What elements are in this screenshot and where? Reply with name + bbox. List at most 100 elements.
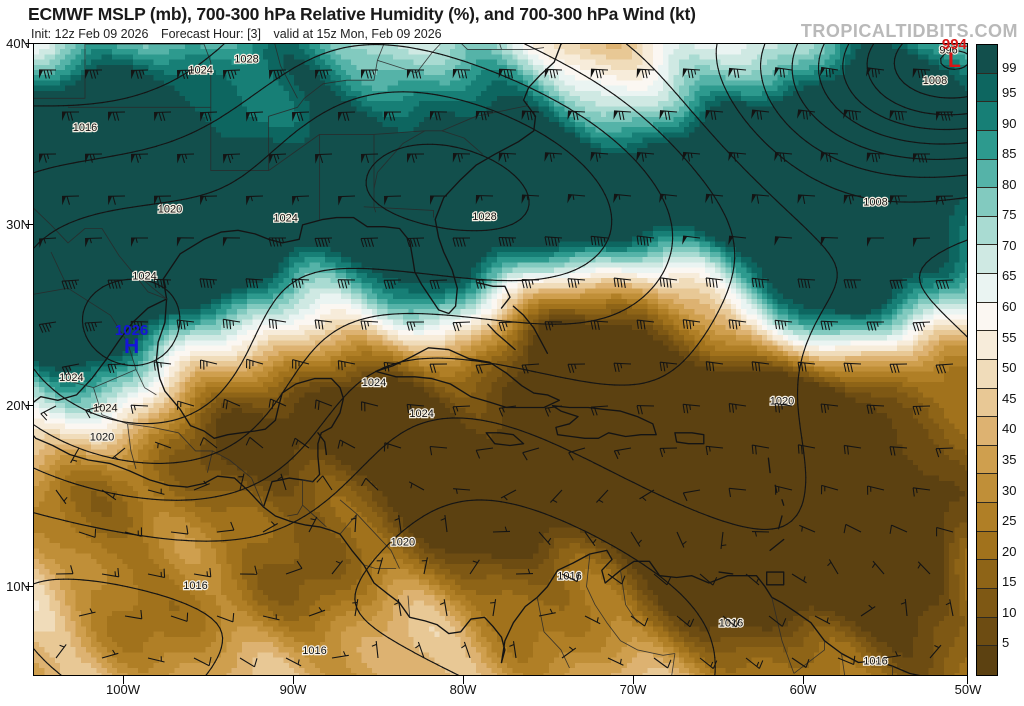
mslp-isobars [34, 44, 967, 675]
wind-barb [85, 405, 103, 419]
wind-barb [912, 68, 931, 79]
site-watermark: TROPICALTIDBITS.COM [801, 21, 1018, 42]
pressure-letter: L [932, 50, 976, 71]
wind-barb [935, 195, 954, 206]
wind-barb [705, 445, 724, 456]
wind-barb [774, 151, 793, 162]
wind-barb [797, 361, 816, 372]
wind-barb [222, 237, 241, 247]
wind-barb [676, 615, 695, 628]
wind-barb [291, 195, 310, 206]
wind-barb [55, 489, 68, 505]
wind-barb [653, 573, 672, 586]
wind-barb [383, 195, 402, 206]
wind-barb [912, 487, 931, 497]
colorbar-segment [977, 159, 997, 189]
wind-barb [170, 612, 189, 622]
colorbar-segment [977, 646, 997, 675]
pressure-value: 1026 [110, 323, 154, 338]
wind-barb [705, 361, 724, 372]
lon-label-60w: 60W [773, 682, 833, 697]
wind-barb [912, 405, 931, 416]
wind-barb [245, 358, 264, 370]
wind-barb [153, 111, 172, 122]
wind-barb [498, 321, 517, 332]
wind-barb [613, 110, 632, 121]
wind-barb [584, 615, 601, 625]
wind-barb [101, 649, 119, 659]
wind-barb [314, 153, 333, 164]
wind-barb [147, 568, 166, 579]
wind-barb [469, 559, 480, 575]
wind-barb [866, 321, 885, 331]
wind-barb [745, 657, 764, 669]
wind-barb [421, 557, 428, 575]
colorbar-segment [977, 302, 997, 332]
wind-barb [613, 362, 632, 373]
wind-barb [544, 405, 563, 417]
wind-barb [797, 278, 816, 289]
wind-barb [40, 405, 57, 421]
wind-barb [728, 487, 747, 498]
lon-tick-90w [293, 676, 295, 684]
wind-barb [590, 320, 609, 331]
wind-barb [429, 363, 448, 373]
colorbar-segment [977, 331, 997, 360]
colorbar-tick-45: 45 [1002, 392, 1016, 405]
colorbar-tick-25: 25 [1002, 514, 1016, 527]
wind-barb [360, 237, 379, 248]
wind-barb [216, 521, 235, 533]
wind-barb [107, 111, 126, 122]
wind-barb [107, 195, 126, 206]
wind-barb [285, 560, 303, 575]
wind-barb [38, 321, 57, 333]
wind-barb [595, 489, 609, 503]
colorbar-tick-60: 60 [1002, 300, 1016, 313]
wind-barb [889, 110, 908, 121]
colorbar-segment [977, 102, 997, 131]
lon-tick-100w [123, 676, 125, 684]
wind-barb [728, 319, 747, 330]
wind-barb [360, 153, 379, 164]
wind-barb [866, 67, 885, 78]
lat-tick-40n [26, 43, 34, 45]
lon-tick-60w [803, 676, 805, 684]
colorbar-tick-50: 50 [1002, 361, 1016, 374]
wind-barb [394, 515, 402, 533]
wind-barb [659, 361, 678, 372]
wind-barb [791, 657, 810, 668]
wind-barb [350, 514, 357, 533]
map-plot-area[interactable]: 1024 1024 1028 1020 1024 1028 1024 1024 1020 1008… [33, 43, 968, 676]
wind-barb [406, 403, 425, 414]
colorbar-tick-99: 99 [1002, 61, 1016, 74]
wind-barb [216, 613, 235, 623]
wind-barb [245, 436, 264, 449]
wind-barb [55, 644, 67, 659]
wind-barb [61, 195, 80, 206]
wind-barb [613, 447, 632, 460]
wind-barb [498, 152, 517, 163]
wind-barb [277, 473, 287, 491]
wind-barb [797, 194, 816, 205]
wind-barb [860, 604, 876, 617]
wind-barb [452, 153, 471, 163]
wind-barb [837, 655, 856, 666]
humidity-colorbar[interactable] [976, 44, 998, 676]
wind-barb [461, 641, 471, 659]
colorbar-segment [977, 417, 997, 446]
wind-barb [561, 646, 577, 659]
colorbar-segment [977, 130, 997, 160]
colorbar-segment [977, 188, 997, 217]
wind-barb [567, 278, 586, 289]
wind-barb [745, 573, 760, 586]
wind-barb [584, 531, 597, 547]
wind-barb [245, 111, 264, 122]
colorbar-tick-80: 80 [1002, 178, 1016, 191]
colorbar-tick-30: 30 [1002, 484, 1016, 497]
wind-barb [475, 194, 494, 205]
wind-barb [199, 359, 218, 370]
low-pressure-center: 994 L [932, 37, 976, 71]
wind-barb [843, 362, 862, 373]
wind-barb [590, 405, 609, 416]
wind-barb [538, 531, 552, 546]
